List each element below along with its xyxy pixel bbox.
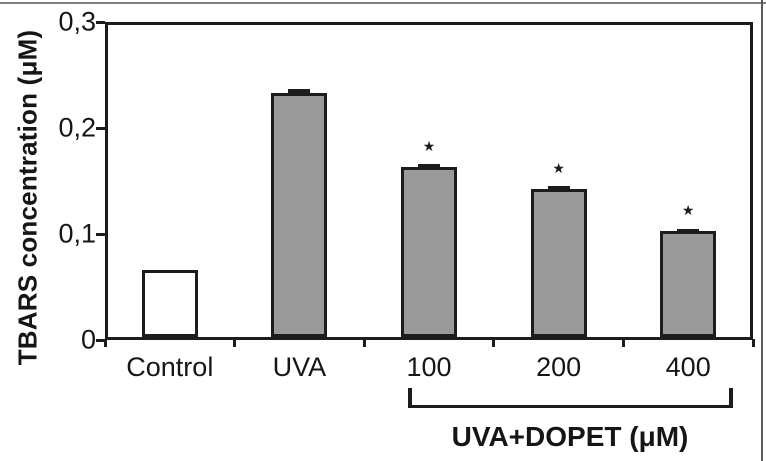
significance-asterisk: ★ [422, 138, 436, 155]
error-bar-cap [677, 228, 700, 233]
error-bar-cap [547, 186, 570, 191]
group-bracket-label: UVA+DOPET (μM) [451, 421, 689, 452]
bar-control [141, 270, 198, 337]
x-axis-label-100: 100 [406, 352, 452, 382]
x-axis-label-400: 400 [665, 352, 711, 382]
significance-asterisk: ★ [552, 159, 565, 176]
y-tick-label: 0 [80, 324, 96, 355]
page-top-border [0, 2, 766, 4]
plot-area [105, 22, 753, 340]
significance-asterisk: ★ [681, 202, 695, 218]
x-axis-label-uva: UVA [272, 352, 327, 382]
error-bar-stem [298, 90, 301, 97]
y-tick-mark [96, 232, 105, 236]
x-tick-mark [103, 339, 107, 347]
y-tick-mark [96, 126, 105, 130]
error-bar-cap [288, 88, 311, 93]
x-tick-mark [492, 339, 496, 347]
y-tick-mark [96, 338, 105, 342]
x-tick-mark [751, 339, 755, 347]
x-axis-label-200: 200 [536, 352, 582, 382]
y-tick-mark [96, 20, 105, 24]
x-tick-mark [362, 339, 366, 347]
y-tick-label: 0,2 [58, 112, 96, 143]
bar-100 [401, 167, 457, 337]
y-tick-label: 0,1 [58, 218, 96, 249]
bar-200 [530, 188, 587, 337]
bar-uva [271, 93, 328, 337]
y-tick-label: 0,3 [58, 6, 96, 37]
page-right-border [761, 0, 763, 461]
error-bar-stem [428, 166, 430, 171]
error-bar-cap [418, 164, 440, 169]
x-axis-label-control: Control [126, 352, 214, 382]
y-axis-title: TBARS concentration (μM) [12, 29, 43, 366]
group-bracket [408, 388, 733, 408]
bar-400 [660, 231, 717, 337]
x-tick-mark [621, 339, 625, 347]
x-tick-mark [233, 339, 237, 347]
